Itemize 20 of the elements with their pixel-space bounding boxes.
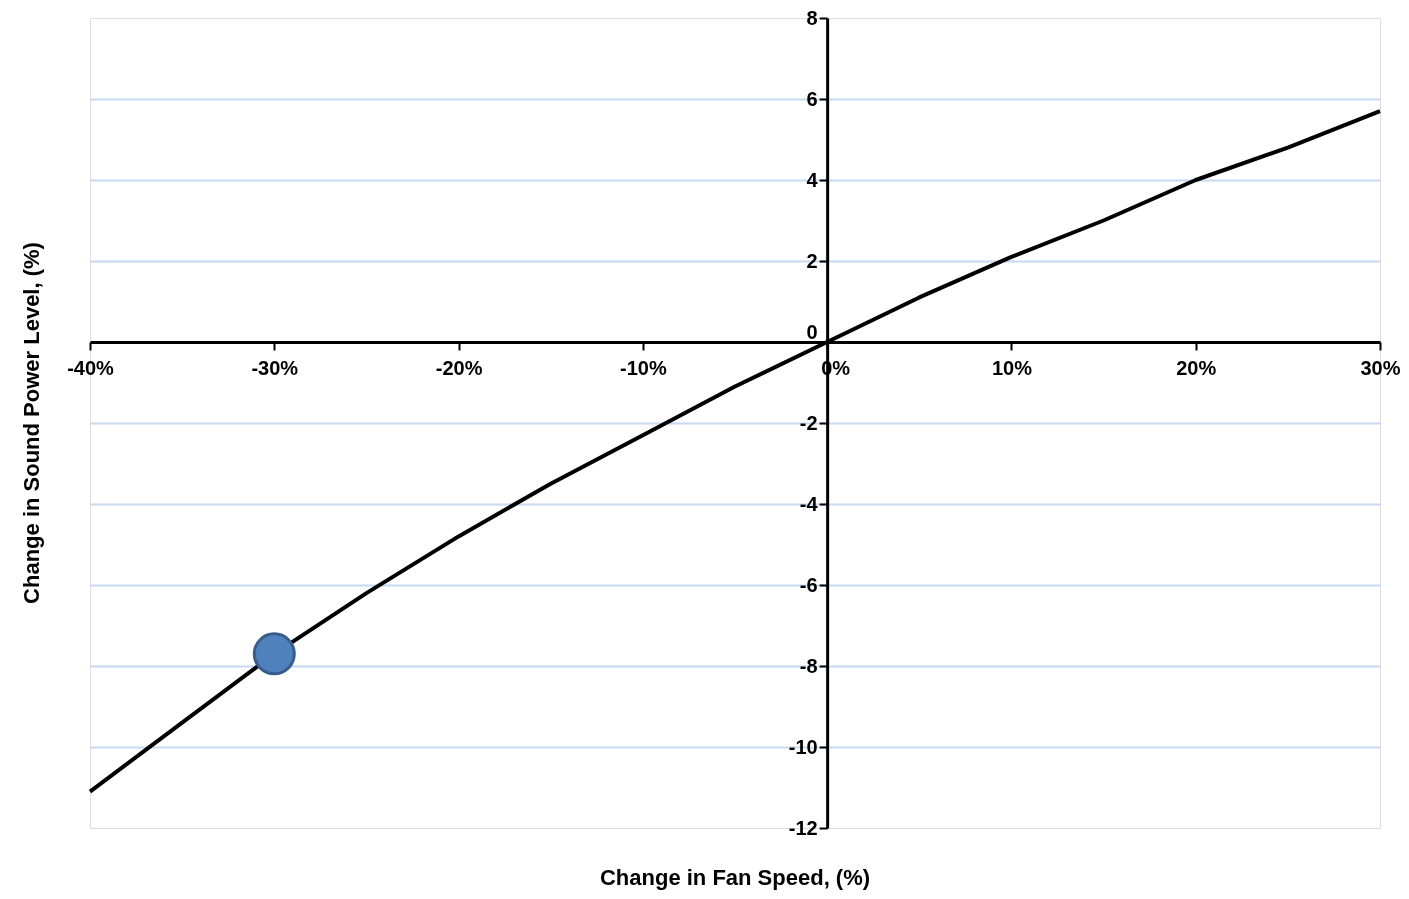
y-tick-label: 0 — [806, 320, 818, 343]
x-tick-label: 10% — [991, 356, 1033, 379]
y-axis-title: Change in Sound Power Level, (%) — [19, 242, 44, 604]
y-tick-label: -4 — [799, 492, 819, 515]
x-tick-label: -30% — [251, 356, 299, 379]
y-tick-label: -10 — [788, 735, 818, 758]
x-tick-label: 20% — [1176, 356, 1217, 379]
y-tick-label: 6 — [806, 87, 818, 110]
y-tick-label: -6 — [799, 573, 818, 596]
y-tick-label: 4 — [806, 168, 819, 191]
y-tick-label: -12 — [788, 816, 818, 839]
x-tick-label: -10% — [620, 356, 667, 379]
y-tick-label: 8 — [806, 6, 818, 29]
x-tick-label: 30% — [1360, 356, 1401, 379]
x-axis-title: Change in Fan Speed, (%) — [599, 865, 871, 890]
y-tick-label: -2 — [799, 411, 818, 434]
x-tick-label: -40% — [67, 356, 115, 379]
y-tick-label: -8 — [799, 654, 818, 677]
y-tick-label: 2 — [806, 249, 818, 272]
x-tick-label: -20% — [435, 356, 483, 379]
